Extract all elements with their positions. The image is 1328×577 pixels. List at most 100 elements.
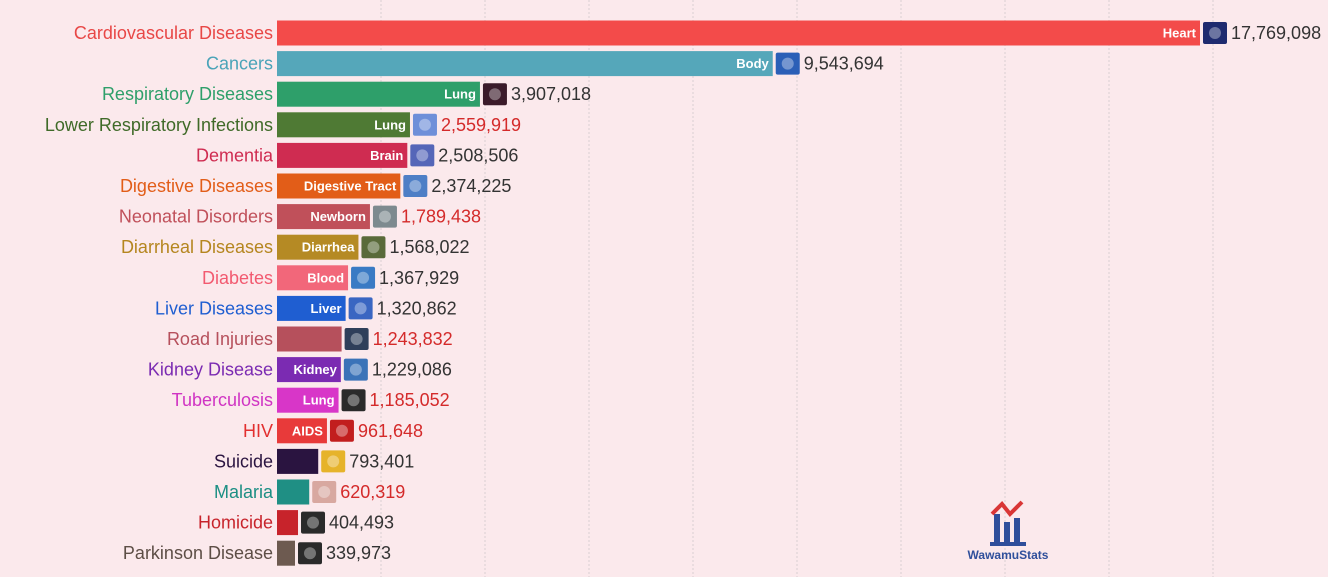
bar-row: Homicide 404,493 — [198, 510, 394, 536]
category-label: Digestive Diseases — [120, 176, 273, 196]
neuron-icon-detail — [304, 547, 316, 560]
bar-label: Blood — [307, 270, 344, 285]
mosquito-icon — [312, 481, 337, 503]
xray-icon — [341, 389, 366, 412]
diarrhea-icon-detail — [367, 241, 380, 254]
category-label: Dementia — [196, 145, 274, 165]
bar-row: Dementia Brain 2,508,506 — [196, 142, 518, 168]
bar — [277, 142, 408, 168]
bar-row: Diarrheal Diseases Diarrhea 1,568,022 — [121, 234, 470, 260]
watermark-text: WawamuStats — [967, 548, 1049, 562]
bar — [277, 173, 401, 199]
value-label: 2,508,506 — [438, 145, 518, 165]
bar-row: Digestive Diseases Digestive Tract 2,374,2… — [120, 173, 511, 199]
bar — [277, 112, 410, 138]
watermark-logo: WawamuStats — [958, 500, 1058, 570]
bar — [277, 418, 327, 444]
category-label: Malaria — [214, 482, 274, 502]
bar — [277, 204, 370, 230]
ribbon-icon — [329, 419, 354, 442]
value-label: 1,243,832 — [373, 329, 453, 349]
lung-icon-detail — [488, 88, 501, 101]
crime-icon-detail — [307, 516, 320, 529]
value-label: 1,367,929 — [379, 268, 459, 288]
car-icon — [344, 328, 369, 350]
diarrhea-icon — [361, 236, 386, 259]
xray-icon-detail — [347, 394, 360, 407]
value-label: 339,973 — [326, 543, 391, 563]
bar-row: Tuberculosis Lung 1,185,052 — [172, 387, 450, 413]
category-label: Cancers — [206, 54, 273, 74]
bar-row: Malaria 620,319 — [214, 479, 405, 505]
category-label: Kidney Disease — [148, 360, 273, 380]
bar-label: Lung — [303, 393, 335, 408]
category-label: Respiratory Diseases — [102, 84, 273, 104]
bar-row: Cardiovascular Diseases Heart 17,769,098 — [74, 20, 1321, 46]
bar-label: Heart — [1163, 26, 1197, 41]
bar — [277, 234, 359, 260]
lung-icon — [482, 83, 507, 106]
bar-label: Newborn — [310, 209, 366, 224]
bar-row: Lower Respiratory Infections Lung 2,559,91… — [45, 112, 521, 138]
brain-icon — [410, 144, 435, 167]
value-label: 404,493 — [329, 513, 394, 533]
mosquito-icon-detail — [318, 486, 331, 498]
value-label: 793,401 — [349, 451, 414, 471]
neuron-icon — [298, 542, 322, 565]
bar — [277, 326, 342, 352]
value-label: 1,185,052 — [370, 390, 450, 410]
category-label: Tuberculosis — [172, 390, 273, 410]
category-label: Road Injuries — [167, 329, 273, 349]
bar-label: Digestive Tract — [304, 179, 397, 194]
category-label: HIV — [243, 421, 273, 441]
ribbon-icon-detail — [335, 424, 348, 437]
category-label: Suicide — [214, 451, 273, 471]
bar-row: Diabetes Blood 1,367,929 — [202, 265, 459, 291]
bar-label: Body — [736, 56, 769, 71]
kidney-icon — [343, 358, 368, 381]
crime-icon — [301, 511, 326, 534]
bar — [277, 81, 480, 107]
newborn-icon — [372, 205, 397, 228]
bar — [277, 540, 295, 566]
value-label: 3,907,018 — [511, 84, 591, 104]
bar-row: Kidney Disease Kidney 1,229,086 — [148, 357, 452, 383]
value-label: 620,319 — [340, 482, 405, 502]
category-label: Diabetes — [202, 268, 273, 288]
value-label: 2,374,225 — [431, 176, 511, 196]
kidney-icon-detail — [349, 363, 362, 376]
digestive-icon — [403, 175, 428, 197]
bar-row: Liver Diseases Liver 1,320,862 — [155, 295, 457, 321]
value-label: 1,320,862 — [377, 298, 457, 318]
bar — [277, 51, 773, 77]
lung-icon — [412, 113, 437, 136]
category-label: Diarrheal Diseases — [121, 237, 273, 257]
bar — [277, 295, 346, 321]
value-label: 1,229,086 — [372, 360, 452, 380]
ribbon-icon-detail — [327, 455, 340, 468]
brain-icon-detail — [416, 149, 429, 162]
bar-row: HIV AIDS 961,648 — [243, 418, 423, 444]
bar — [277, 357, 341, 383]
bar-label: AIDS — [292, 423, 323, 438]
value-label: 9,543,694 — [804, 54, 884, 74]
bar-label: Liver — [311, 301, 342, 316]
category-label: Parkinson Disease — [123, 543, 273, 563]
category-label: Liver Diseases — [155, 298, 273, 318]
bar-row: Parkinson Disease 339,973 — [123, 540, 391, 566]
bar — [277, 20, 1200, 46]
category-label: Homicide — [198, 513, 273, 533]
bar-label: Lung — [444, 87, 476, 102]
value-label: 17,769,098 — [1231, 23, 1321, 43]
bar-row: Cancers Body 9,543,694 — [206, 51, 884, 77]
value-label: 961,648 — [358, 421, 423, 441]
value-label: 2,559,919 — [441, 115, 521, 135]
digestive-icon-detail — [409, 180, 422, 192]
category-label: Neonatal Disorders — [119, 207, 273, 227]
bar — [277, 510, 299, 536]
value-label: 1,568,022 — [389, 237, 469, 257]
liver-icon — [348, 297, 373, 320]
category-label: Lower Respiratory Infections — [45, 115, 273, 135]
newborn-icon-detail — [378, 210, 391, 223]
